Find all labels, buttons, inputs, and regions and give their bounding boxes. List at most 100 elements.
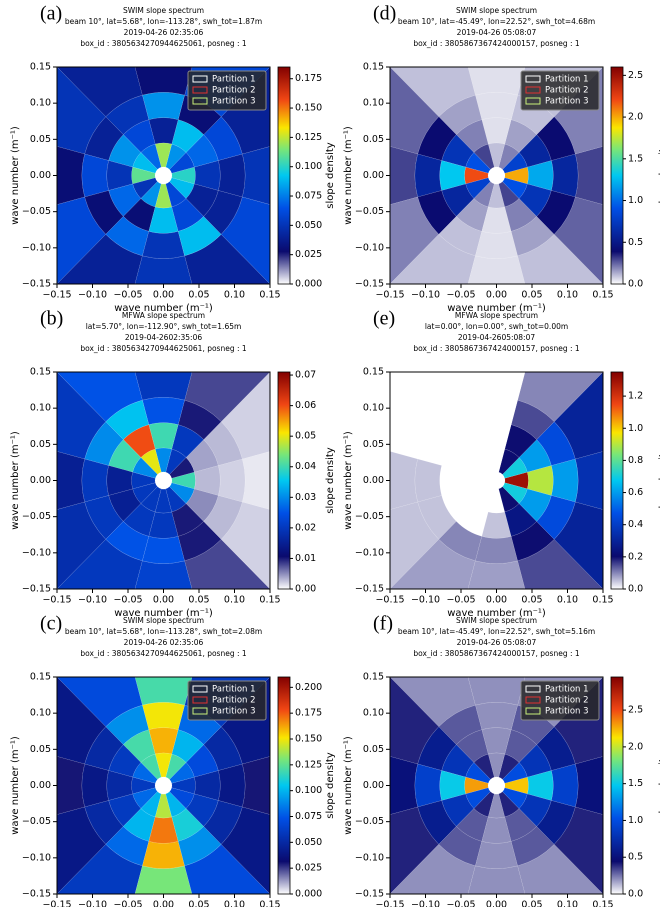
legend-swatch [525,696,541,704]
y-tick-label: 0.00 [30,780,51,791]
spectrum-cell [184,372,270,422]
x-tick-label: 0.05 [521,900,542,907]
spectrum-cell [414,458,442,503]
colorbar [277,66,291,285]
x-tick-label: −0.10 [411,290,440,301]
colorbar-tick-label: 0.00 [295,584,316,595]
spectrum-cell [57,67,143,117]
legend-swatch [525,75,541,83]
spectrum-cell [467,372,526,401]
panel-title: box_id : 3805867367424000157, posneg : 1 [413,39,580,48]
spectrum-cell [390,146,418,205]
x-axis-label: wave number (m⁻¹) [114,608,213,619]
spectrum-cell [57,756,85,815]
x-axis-label: wave number (m⁻¹) [114,303,213,314]
y-tick-label: 0.15 [30,672,51,683]
spectrum-cell [184,539,270,589]
y-tick-label: 0.10 [363,98,384,109]
spectrum-cell [57,451,85,510]
x-tick-label: 0.15 [592,595,613,606]
colorbar-label: slope density [325,447,336,514]
legend-swatch [192,707,208,715]
panel-label: (b) [40,308,63,330]
spectrum-cell [475,231,518,259]
y-tick-label: −0.15 [22,279,51,290]
x-tick-label: 0.00 [486,290,507,301]
spectrum-cell [390,451,418,510]
colorbar-tick-label: 0.03 [295,492,316,503]
legend-swatch [192,86,208,94]
spectrum-cell [414,763,442,808]
colorbar-tick-label: 0.05 [295,431,316,442]
y-tick-label: −0.10 [22,852,51,863]
x-tick-label: −0.15 [375,900,404,907]
colorbar-tick-label: 2.5 [628,705,643,716]
panel-title: 2019-04-2605:08:07 [458,333,535,342]
colorbar-tick-label: 0.6 [628,487,643,498]
colorbar [277,676,291,895]
y-tick-label: −0.05 [22,206,51,217]
spectrum-cell [81,153,109,198]
colorbar-tick-label: 2.0 [628,112,643,123]
x-tick-label: 0.00 [153,595,174,606]
spectrum-cell [134,67,193,96]
x-tick-label: −0.15 [42,290,71,301]
panel-title: 2019-04-26 02:35:06 [124,638,204,647]
legend-label: Partition 2 [212,86,256,96]
legend-swatch [525,685,541,693]
panel-title: beam 10°, lat=5.68°, lon=-113.28°, swh_t… [65,17,262,26]
x-tick-label: 0.15 [592,900,613,907]
y-tick-label: −0.10 [355,242,384,253]
spectrum-cell [467,560,526,589]
spectrum-cell [57,234,143,284]
x-tick-label: −0.05 [446,595,475,606]
colorbar-tick-label: 0.100 [295,161,322,172]
legend-swatch [525,707,541,715]
y-tick-label: −0.05 [355,206,384,217]
spectrum-cell [390,372,476,422]
spectrum-cell [220,196,270,284]
y-tick-label: −0.15 [355,279,384,290]
panel-title: SWIM slope spectrum [123,616,204,625]
y-tick-label: 0.15 [363,672,384,683]
spectrum-cell [57,844,143,894]
colorbar-tick-label: 0.0 [628,584,643,595]
spectrum [57,677,270,894]
legend-label: Partition 2 [212,696,256,706]
y-tick-label: −0.15 [355,584,384,595]
spectrum-cell [57,146,85,205]
colorbar-tick-label: 0.125 [295,759,322,770]
x-tick-label: −0.05 [113,290,142,301]
spectrum-cell [414,153,442,198]
spectrum-cell [467,865,526,894]
x-tick-label: −0.15 [375,595,404,606]
x-tick-label: 0.15 [259,595,280,606]
spectrum-cell [57,372,143,422]
spectrum-cell [242,756,270,815]
colorbar-tick-label: 0.025 [295,249,322,260]
panel-title: 2019-04-26 05:08:07 [457,28,537,37]
x-tick-label: 0.05 [188,900,209,907]
spectrum-cell [242,451,270,510]
panel-title: MFWA slope spectrum [455,311,538,320]
spectrum-cell [553,196,603,284]
panel-label: (d) [373,3,396,25]
x-tick-label: −0.05 [113,900,142,907]
y-tick-label: −0.10 [355,852,384,863]
panel-title: 2019-04-26 02:35:06 [124,28,204,37]
legend-swatch [525,86,541,94]
spectrum-cell [475,536,518,564]
colorbar-label: slope density [658,447,660,514]
spectrum-cell [390,196,440,284]
y-tick-label: 0.05 [30,439,51,450]
y-tick-label: 0.10 [30,98,51,109]
y-tick-label: −0.05 [22,511,51,522]
spectrum-cell [57,196,107,284]
colorbar-label: slope density [658,142,660,209]
panel-title: SWIM slope spectrum [123,6,204,15]
legend-label: Partition 2 [545,86,589,96]
colorbar [277,371,291,590]
spectrum-cell [220,806,270,894]
y-tick-label: 0.00 [30,170,51,181]
spectrum-cell [57,677,143,727]
